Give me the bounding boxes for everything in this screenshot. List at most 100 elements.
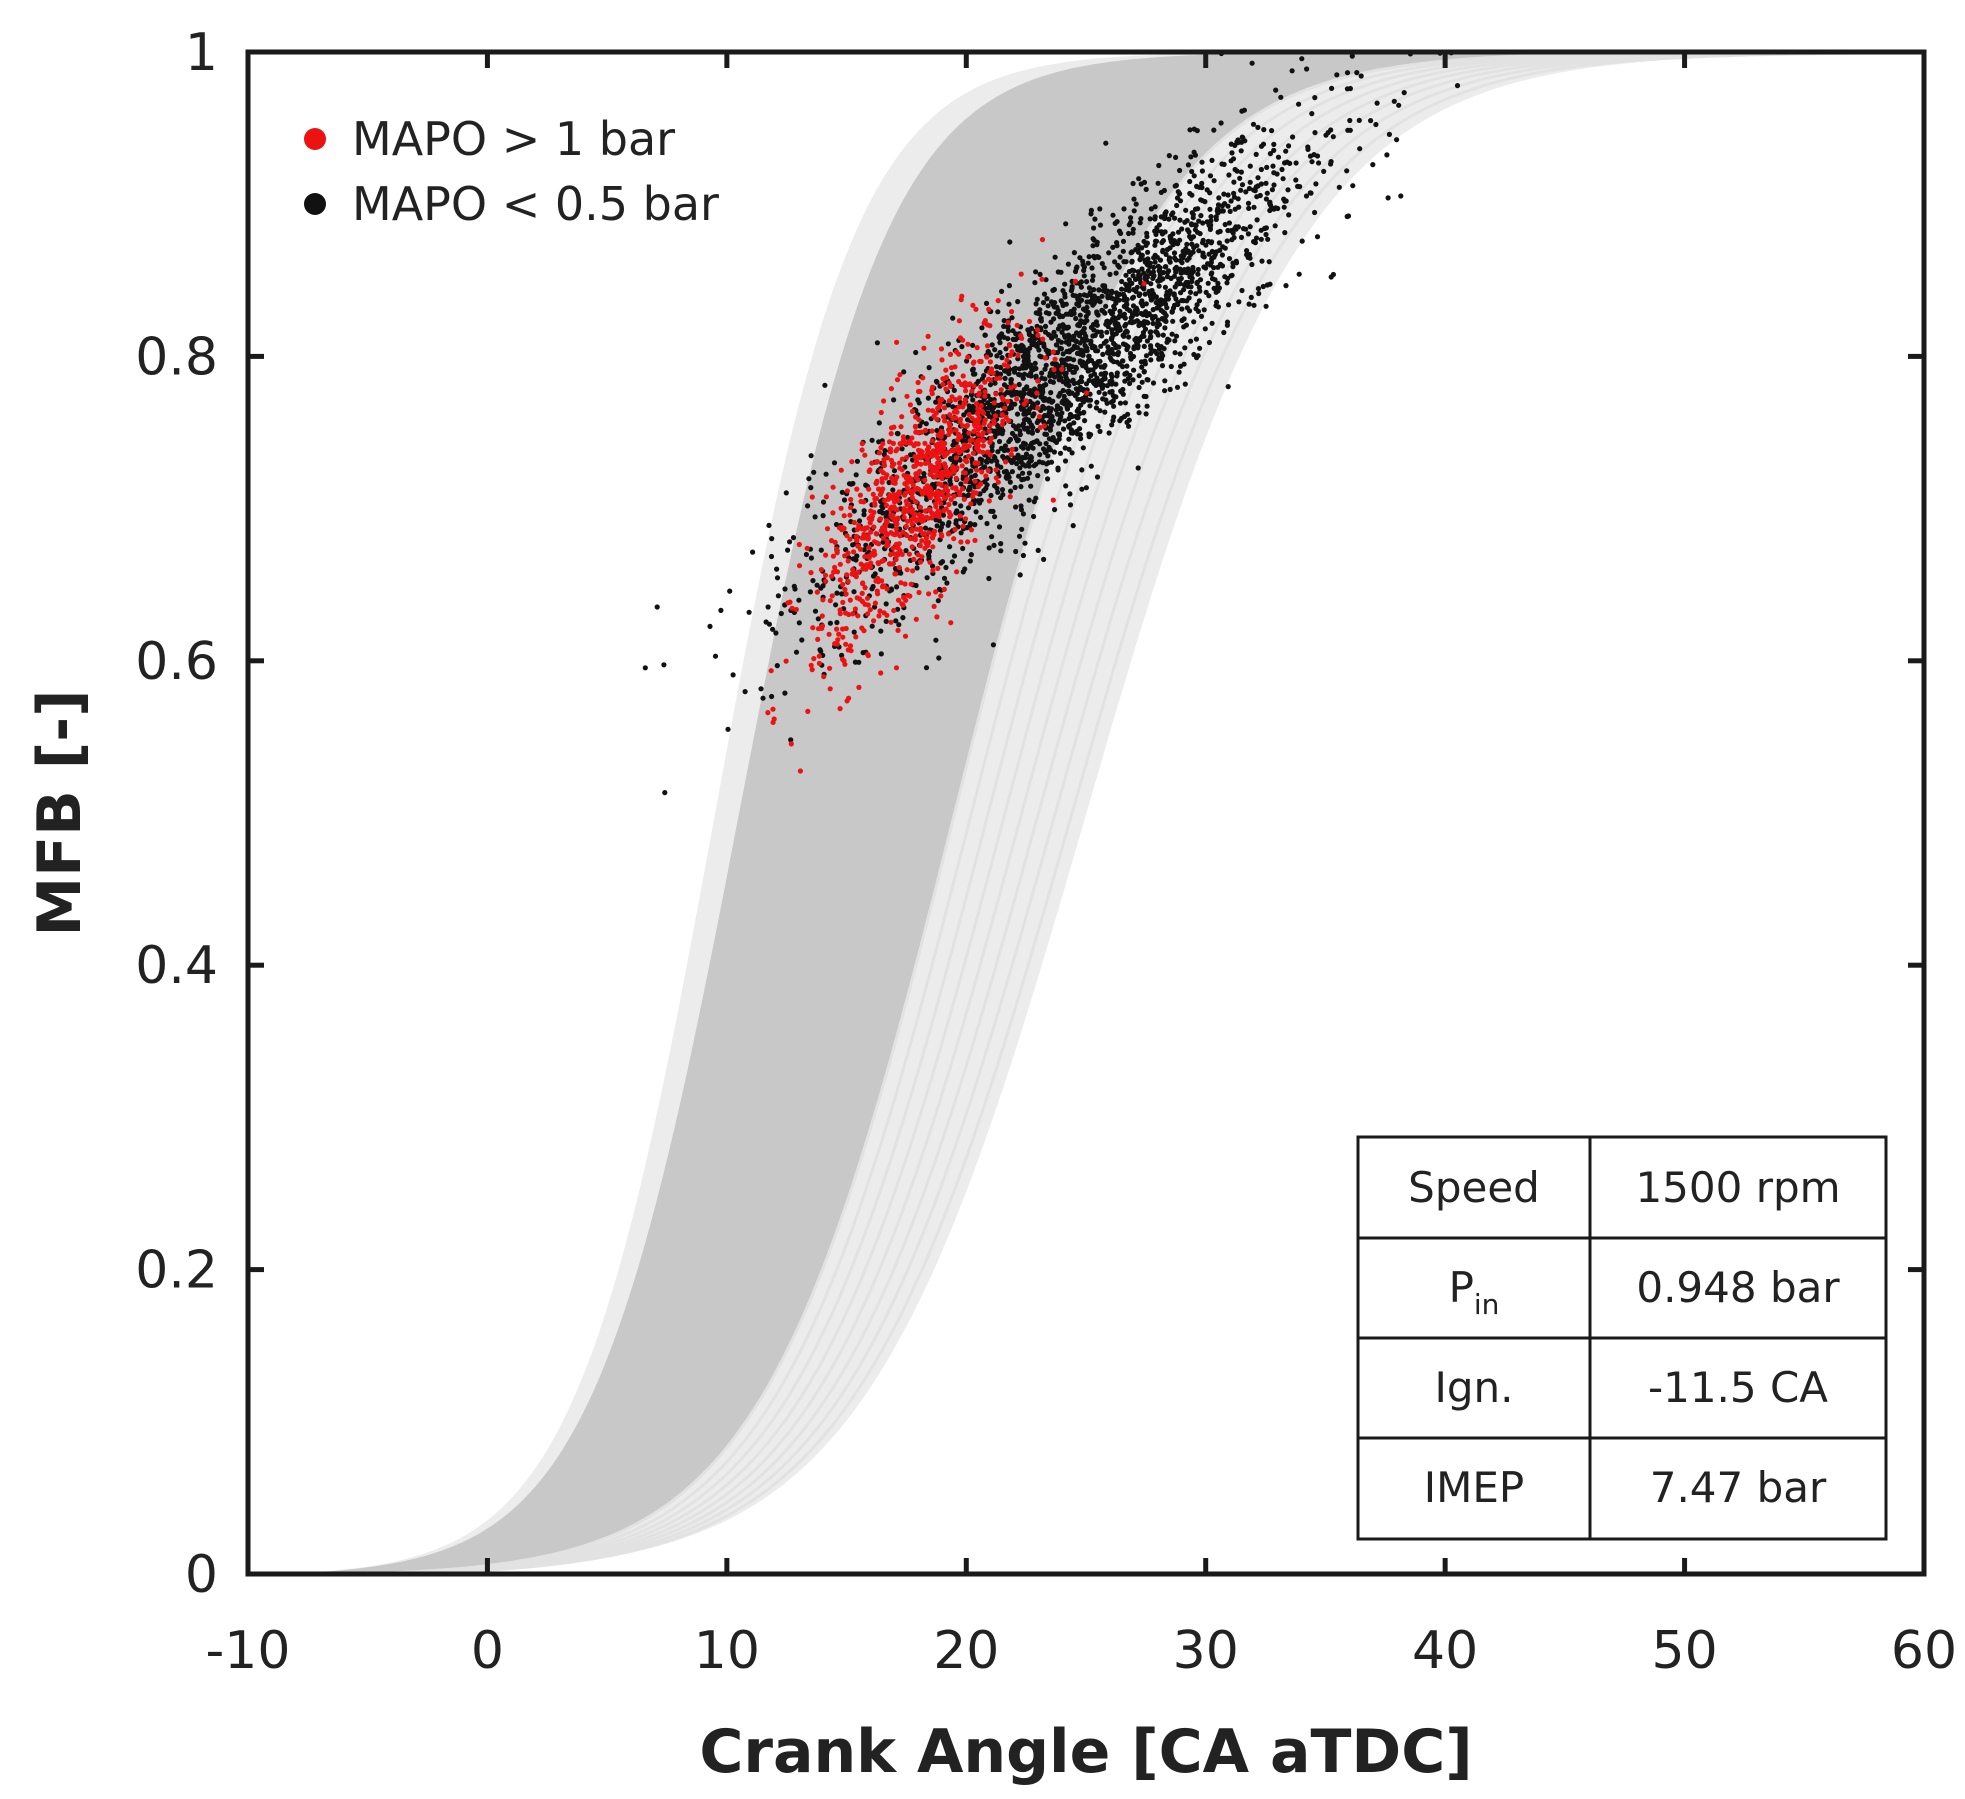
scatter-point <box>827 620 834 626</box>
scatter-point <box>994 462 1001 468</box>
scatter-point <box>993 391 999 397</box>
scatter-point <box>1370 162 1376 168</box>
scatter-point <box>1127 350 1134 357</box>
scatter-point <box>950 415 956 421</box>
scatter-point <box>1012 484 1018 491</box>
scatter-point <box>787 539 793 545</box>
scatter-point <box>1158 189 1164 195</box>
scatter-point <box>1009 315 1015 321</box>
scatter-point <box>818 567 825 573</box>
scatter-point <box>964 443 970 449</box>
scatter-point <box>1170 242 1176 248</box>
scatter-point <box>1154 225 1160 231</box>
scatter-point <box>1078 436 1084 442</box>
scatter-point <box>938 524 945 530</box>
scatter-point <box>871 524 877 530</box>
scatter-point <box>933 637 939 643</box>
scatter-point <box>886 439 893 445</box>
scatter-point <box>882 448 888 454</box>
scatter-point <box>1177 217 1183 223</box>
scatter-point <box>1224 280 1230 286</box>
scatter-point <box>1286 212 1292 218</box>
scatter-point <box>1065 332 1072 338</box>
scatter-point <box>1184 241 1190 247</box>
scatter-point <box>856 522 862 529</box>
scatter-point <box>1299 56 1305 62</box>
scatter-point <box>984 354 990 360</box>
scatter-point <box>935 598 941 604</box>
scatter-point <box>881 398 887 404</box>
scatter-point <box>890 495 896 501</box>
scatter-point <box>941 405 948 411</box>
scatter-point <box>1083 313 1089 320</box>
scatter-point <box>1207 173 1214 179</box>
scatter-point <box>900 529 906 535</box>
scatter-point <box>1162 310 1168 316</box>
scatter-point <box>1231 235 1237 241</box>
scatter-point <box>964 422 971 428</box>
scatter-point <box>953 455 960 461</box>
scatter-point <box>1296 101 1302 107</box>
scatter-point <box>1138 216 1144 222</box>
scatter-point <box>922 460 929 466</box>
scatter-point <box>847 643 854 649</box>
scatter-point <box>1090 243 1096 249</box>
scatter-point <box>911 511 918 517</box>
scatter-point <box>806 476 812 482</box>
scatter-point <box>1114 373 1120 379</box>
scatter-point <box>1019 394 1025 400</box>
scatter-point <box>855 543 861 549</box>
scatter-point <box>956 404 962 410</box>
scatter-point <box>969 474 975 480</box>
scatter-point <box>1238 148 1244 154</box>
scatter-point <box>1059 329 1065 335</box>
scatter-point <box>1148 281 1154 287</box>
scatter-point <box>1043 468 1050 474</box>
scatter-point <box>1232 142 1238 148</box>
scatter-point <box>915 379 921 386</box>
scatter-point <box>1016 366 1023 372</box>
scatter-point <box>1165 336 1171 342</box>
scatter-point <box>1088 373 1094 379</box>
scatter-point <box>823 471 829 477</box>
scatter-point <box>790 535 797 541</box>
scatter-point <box>1148 357 1154 363</box>
scatter-point <box>822 572 829 578</box>
scatter-point <box>654 604 660 610</box>
scatter-point <box>986 306 992 312</box>
scatter-point <box>1385 195 1391 201</box>
scatter-point <box>873 531 879 537</box>
scatter-point <box>1185 227 1191 233</box>
scatter-point <box>1120 291 1126 297</box>
scatter-point <box>843 610 849 616</box>
scatter-point <box>793 649 800 655</box>
scatter-point <box>1184 305 1190 311</box>
scatter-point <box>1111 296 1117 302</box>
scatter-point <box>1247 179 1253 185</box>
scatter-point <box>951 553 958 559</box>
scatter-point <box>1312 209 1318 216</box>
scatter-point <box>970 494 976 500</box>
scatter-point <box>880 535 887 541</box>
scatter-point <box>888 457 895 463</box>
scatter-point <box>949 371 955 377</box>
scatter-point <box>1111 351 1117 357</box>
scatter-point <box>1139 379 1145 385</box>
scatter-point <box>1062 458 1069 464</box>
scatter-point <box>1142 361 1148 367</box>
x-tick-labels: -10 0 10 20 30 40 50 60 <box>206 1621 1958 1681</box>
scatter-point <box>930 563 936 569</box>
scatter-point <box>1045 453 1051 459</box>
scatter-point <box>1023 365 1029 371</box>
x-tick-label: 50 <box>1651 1621 1717 1681</box>
scatter-point <box>1119 358 1126 364</box>
scatter-point <box>1229 150 1235 156</box>
scatter-point <box>861 511 867 518</box>
scatter-point <box>1152 204 1158 210</box>
scatter-point <box>1118 230 1124 236</box>
scatter-point <box>1242 138 1248 144</box>
scatter-point <box>965 492 971 498</box>
scatter-point <box>1079 467 1085 473</box>
info-value-imep: 7.47 bar <box>1650 1463 1827 1512</box>
scatter-point <box>940 381 946 387</box>
